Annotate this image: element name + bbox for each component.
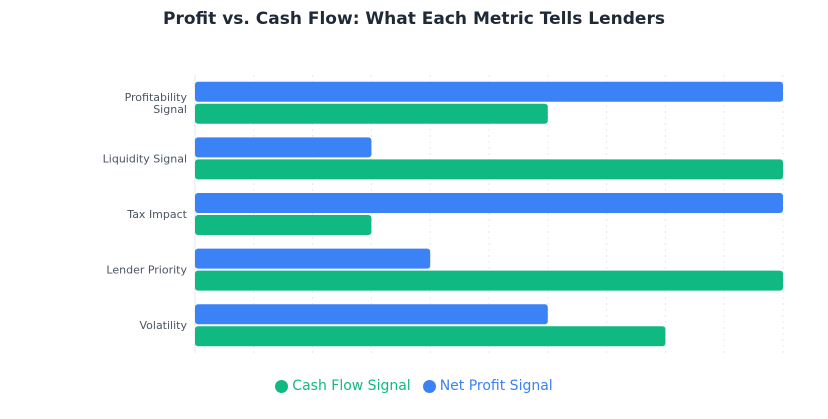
legend-label: Net Profit Signal [439,378,553,394]
legend-item-cash-flow-signal[interactable]: Cash Flow Signal [275,378,411,394]
category-label: Volatility [139,319,187,332]
grid-lines [194,75,784,353]
bar-net-profit-signal-0 [195,81,783,102]
bar-cash-flow-signal-1 [195,159,783,180]
bar-cash-flow-signal-0 [195,103,548,124]
bars [195,81,783,347]
legend-label: Cash Flow Signal [292,378,411,394]
bar-net-profit-signal-2 [195,193,783,213]
bar-cash-flow-signal-4 [195,326,666,347]
category-labels: Profitability Signal Liquidity Signal Tax I… [103,91,188,332]
bar-net-profit-signal-1 [195,137,372,158]
legend: Cash Flow Signal Net Profit Signal [0,378,828,394]
category-label: Tax Impact [126,208,187,221]
chart-title: Profit vs. Cash Flow: What Each Metric T… [163,9,665,29]
legend-dot-icon [422,379,436,393]
legend-dot-icon [275,379,289,393]
bar-net-profit-signal-4 [195,304,548,325]
bar-cash-flow-signal-3 [195,270,783,291]
bar-net-profit-signal-3 [195,248,431,269]
category-label: Liquidity Signal [103,152,187,165]
legend-item-net-profit-signal[interactable]: Net Profit Signal [422,378,553,394]
chart-plot: Profitability Signal Liquidity Signal Tax I… [103,75,784,353]
bar-cash-flow-signal-2 [195,215,372,235]
category-label: Lender Priority [106,264,187,277]
category-label: Profitability Signal [125,91,188,116]
